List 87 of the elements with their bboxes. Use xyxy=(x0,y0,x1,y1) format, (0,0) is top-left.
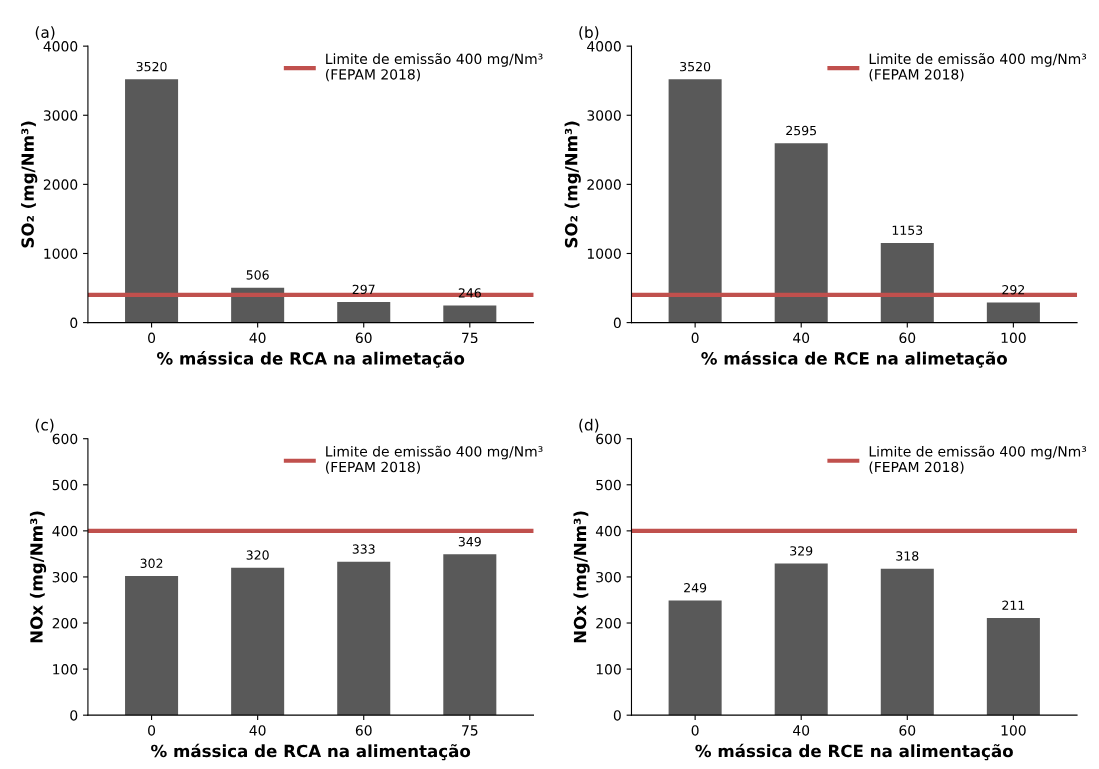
data-label: 329 xyxy=(790,546,813,556)
x-axis-title: % mássica de RCA na alimetação xyxy=(157,351,465,368)
bar xyxy=(880,568,934,716)
data-label: 249 xyxy=(684,583,707,593)
x-tick-label: 100 xyxy=(1001,332,1026,344)
y-tick-label: 400 xyxy=(595,525,621,537)
data-label: 320 xyxy=(246,550,269,560)
x-tick-label: 60 xyxy=(355,725,372,736)
y-tick-label: 0 xyxy=(613,710,621,721)
bar xyxy=(443,554,497,716)
legend-label: Limite de emissão 400 mg/Nm³ (FEPAM 2018) xyxy=(326,53,543,82)
bar xyxy=(774,563,828,716)
y-tick-label: 3000 xyxy=(43,110,78,121)
bar xyxy=(337,302,391,323)
chart-title: (a) xyxy=(35,26,55,40)
y-tick-label: 0 xyxy=(70,710,78,721)
bar xyxy=(986,617,1040,716)
bar xyxy=(443,305,497,323)
x-tick-label: 60 xyxy=(899,332,916,344)
bar xyxy=(231,567,285,716)
x-tick-label: 40 xyxy=(793,725,810,736)
data-label: 506 xyxy=(246,270,269,280)
x-tick-label: 0 xyxy=(691,332,699,344)
legend-label: Limite de emissão 400 mg/Nm³ (FEPAM 2018) xyxy=(869,53,1087,82)
y-tick-label: 300 xyxy=(596,571,621,583)
chart-title: (b) xyxy=(579,26,599,40)
x-tick-label: 75 xyxy=(462,725,478,736)
y-tick-label: 4000 xyxy=(43,41,78,52)
x-tick-label: 40 xyxy=(793,332,810,344)
x-tick-label: 40 xyxy=(249,725,266,736)
data-label: 3520 xyxy=(680,61,711,72)
bar xyxy=(125,576,179,716)
y-tick-label: 0 xyxy=(70,317,78,329)
data-label: 1153 xyxy=(892,225,923,235)
bar xyxy=(880,242,934,323)
chart-title: (d) xyxy=(579,418,599,433)
y-tick-label: 600 xyxy=(52,433,78,445)
data-label: 2595 xyxy=(786,125,817,136)
y-tick-label: 100 xyxy=(53,664,78,675)
bar xyxy=(668,600,722,716)
bar xyxy=(668,79,722,323)
data-label: 292 xyxy=(1002,284,1025,295)
y-tick-label: 3000 xyxy=(587,110,621,121)
data-label: 246 xyxy=(458,288,481,298)
y-tick-label: 2000 xyxy=(587,179,621,190)
x-tick-label: 40 xyxy=(249,332,266,344)
bar xyxy=(774,143,828,323)
x-tick-label: 60 xyxy=(899,725,916,736)
y-tick-label: 0 xyxy=(613,317,621,329)
bar xyxy=(337,561,391,716)
x-tick-label: 100 xyxy=(1001,725,1026,736)
x-tick-label: 0 xyxy=(148,725,156,736)
y-axis-title: NOx (mg/Nm³) xyxy=(29,511,47,643)
y-tick-label: 600 xyxy=(596,433,621,445)
data-label: 349 xyxy=(458,536,481,547)
data-label: 333 xyxy=(352,544,375,554)
y-tick-label: 300 xyxy=(52,571,78,583)
y-axis-title: SO₂ (mg/Nm³) xyxy=(564,121,581,248)
x-axis-title: % mássica de RCE na alimetação xyxy=(701,351,1007,368)
chart-title: (c) xyxy=(35,418,54,433)
data-label: 211 xyxy=(1002,600,1025,610)
data-label: 318 xyxy=(896,551,919,561)
y-tick-label: 200 xyxy=(52,617,78,629)
x-axis-title: % mássica de RCA na alimentação xyxy=(151,743,471,761)
x-tick-label: 0 xyxy=(691,725,699,736)
bar xyxy=(986,302,1040,323)
y-axis-title: NOx (mg/Nm³) xyxy=(573,511,590,643)
data-label: 297 xyxy=(352,284,375,295)
y-tick-label: 500 xyxy=(596,479,621,491)
y-tick-label: 500 xyxy=(52,479,78,491)
x-tick-label: 60 xyxy=(355,332,372,344)
x-tick-label: 0 xyxy=(148,332,156,344)
x-tick-label: 75 xyxy=(462,332,478,344)
y-tick-label: 1000 xyxy=(44,248,78,259)
legend-label: Limite de emissão 400 mg/Nm³ (FEPAM 2018) xyxy=(869,445,1087,474)
data-label: 302 xyxy=(140,558,163,569)
x-axis-title: % mássica de RCE na alimentação xyxy=(695,743,1013,761)
y-tick-label: 4000 xyxy=(587,41,621,52)
y-tick-label: 400 xyxy=(52,525,78,537)
legend-label: Limite de emissão 400 mg/Nm³ (FEPAM 2018) xyxy=(326,445,543,474)
y-tick-label: 1000 xyxy=(587,248,621,259)
y-axis-title: SO₂ (mg/Nm³) xyxy=(21,121,38,248)
y-tick-label: 100 xyxy=(596,664,621,675)
y-tick-label: 200 xyxy=(596,617,621,629)
y-tick-label: 2000 xyxy=(43,179,78,190)
bar xyxy=(125,79,179,323)
data-label: 3520 xyxy=(136,61,167,72)
